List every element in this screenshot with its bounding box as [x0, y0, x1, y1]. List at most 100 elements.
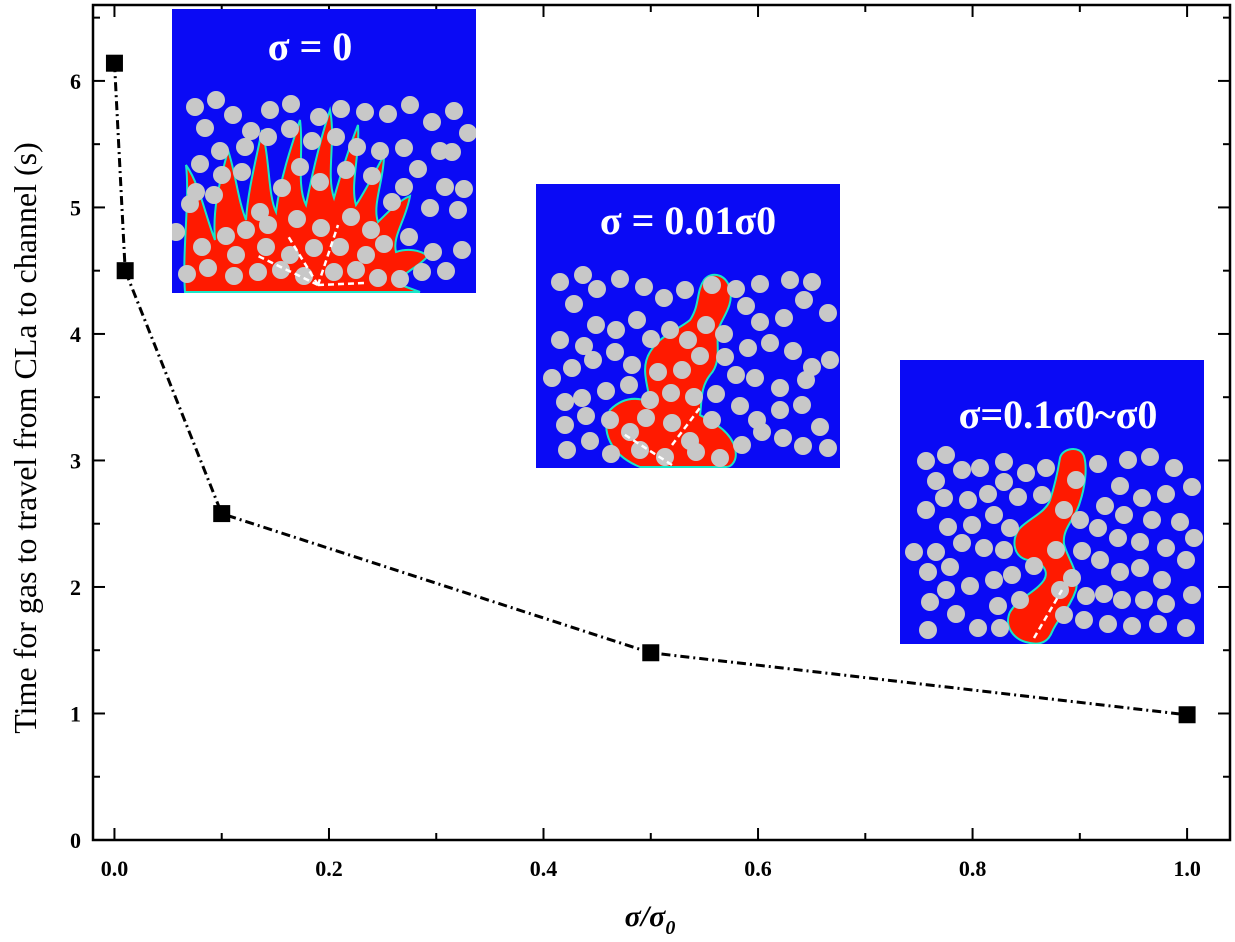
- inset-particles: [905, 446, 1203, 639]
- particle: [1113, 591, 1131, 609]
- particle: [793, 396, 811, 414]
- particle: [237, 221, 255, 239]
- inset-label: σ=0.1σ0~σ0: [959, 392, 1158, 437]
- particle: [205, 186, 223, 204]
- particle: [1063, 569, 1081, 587]
- particle: [1051, 581, 1069, 599]
- particle: [565, 295, 583, 313]
- particle: [310, 108, 328, 126]
- particle: [937, 581, 955, 599]
- y-axis-title: Time for gas to travel from CLa to chann…: [7, 142, 43, 734]
- particle: [449, 201, 467, 219]
- particle: [347, 261, 365, 279]
- particle: [233, 163, 251, 181]
- particle: [1135, 591, 1153, 609]
- particle: [753, 423, 771, 441]
- particle: [707, 385, 725, 403]
- particle: [620, 376, 638, 394]
- particle: [395, 178, 413, 196]
- data-point: [213, 505, 231, 523]
- y-tick-label: 0: [70, 828, 81, 853]
- particle: [327, 128, 345, 146]
- particle: [751, 275, 769, 293]
- particle: [1067, 471, 1085, 489]
- particle: [685, 388, 703, 406]
- particle: [551, 273, 569, 291]
- particle: [1141, 448, 1159, 466]
- particle: [391, 270, 409, 288]
- particle: [715, 325, 733, 343]
- particle: [797, 371, 815, 389]
- particle: [348, 138, 366, 156]
- particle: [424, 243, 442, 261]
- particle: [1001, 519, 1019, 537]
- particle: [1133, 489, 1151, 507]
- particle: [369, 269, 387, 287]
- particle: [601, 411, 619, 429]
- particle: [543, 369, 561, 387]
- particle: [1091, 551, 1109, 569]
- plot-frame: [91, 3, 1232, 842]
- particle: [985, 571, 1003, 589]
- y-tick-label: 1: [70, 701, 81, 726]
- particle: [935, 489, 953, 507]
- particle: [1055, 606, 1073, 624]
- particle: [379, 105, 397, 123]
- y-tick-label: 4: [70, 322, 81, 347]
- particle: [716, 348, 734, 366]
- particle: [919, 563, 937, 581]
- particle: [273, 179, 291, 197]
- particle: [1089, 519, 1107, 537]
- particle: [635, 278, 653, 296]
- inset-label: σ = 0: [268, 24, 353, 69]
- particle: [963, 516, 981, 534]
- particle: [556, 393, 574, 411]
- particle: [761, 334, 779, 352]
- particle: [953, 461, 971, 479]
- particle: [587, 316, 605, 334]
- particle: [558, 441, 576, 459]
- particle: [731, 397, 749, 415]
- inset-sigma-01-to-1: σ=0.1σ0~σ0: [900, 360, 1204, 644]
- particle: [703, 411, 721, 429]
- x-tick-label: 0.8: [959, 856, 987, 881]
- particle: [995, 473, 1013, 491]
- particle: [991, 619, 1009, 637]
- particle: [819, 304, 837, 322]
- particle: [395, 139, 413, 157]
- particle: [217, 227, 235, 245]
- particle: [985, 506, 1003, 524]
- particle: [331, 238, 349, 256]
- particle: [288, 210, 306, 228]
- flow-arrows: [255, 224, 366, 287]
- x-axis-title: σ/σ0: [625, 900, 676, 939]
- particle: [1073, 542, 1091, 560]
- particle: [556, 416, 574, 434]
- particle: [551, 331, 569, 349]
- data-point: [105, 54, 123, 72]
- particle: [242, 122, 260, 140]
- particle: [1131, 533, 1149, 551]
- particle: [621, 423, 639, 441]
- particle: [1123, 617, 1141, 635]
- particle: [697, 316, 715, 334]
- particle: [821, 351, 839, 369]
- particle: [637, 409, 655, 427]
- particle: [607, 321, 625, 339]
- particle: [312, 219, 330, 237]
- particle: [225, 267, 243, 285]
- particle: [947, 605, 965, 623]
- particle: [453, 241, 471, 259]
- particle: [1047, 541, 1065, 559]
- particle: [995, 541, 1013, 559]
- particle: [656, 448, 674, 466]
- particle: [257, 238, 275, 256]
- inset-particles: [172, 91, 476, 288]
- particle: [1143, 511, 1161, 529]
- particle: [259, 216, 277, 234]
- particle: [811, 418, 829, 436]
- particle: [577, 407, 595, 425]
- particle: [227, 246, 245, 264]
- particle: [775, 309, 793, 327]
